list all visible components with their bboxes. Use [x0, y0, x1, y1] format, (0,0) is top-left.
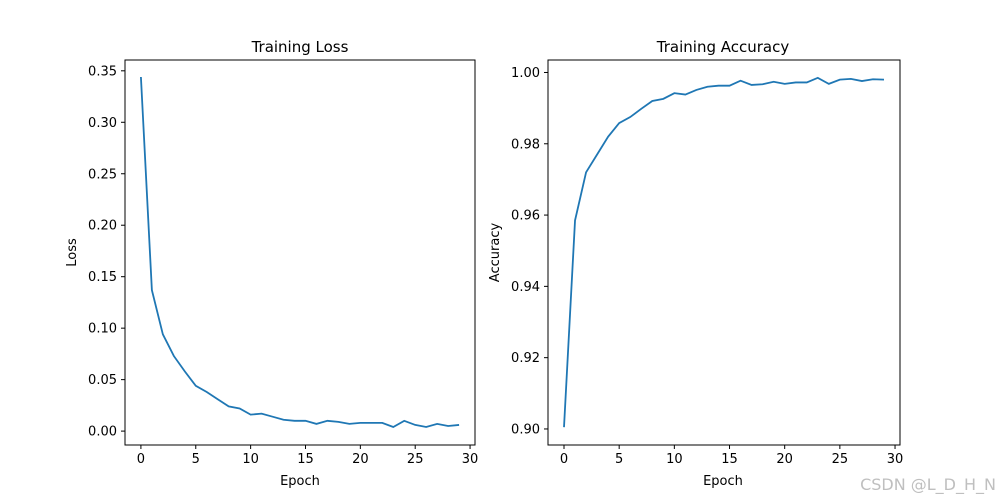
training-accuracy-x-tick-label: 30: [887, 452, 904, 467]
training-loss-title: Training Loss: [251, 38, 349, 56]
training-loss-plot-frame: [124, 59, 476, 446]
training-accuracy-x-tick-label: 5: [615, 452, 623, 467]
training-accuracy-x-tick-label: 20: [776, 452, 793, 467]
training-loss-y-tick-label: 0.20: [88, 219, 117, 234]
training-loss-y-axis-label: Loss: [65, 238, 80, 267]
training-loss-y-tick-label: 0.10: [88, 322, 117, 337]
training-loss-y-tick-label: 0.30: [88, 116, 117, 131]
training-accuracy-y-tick-label: 0.98: [511, 137, 540, 152]
training-loss-x-tick-label: 20: [352, 452, 369, 467]
training-loss-panel: Training Loss 0 5 10 15 20 25 30 0.000.050.100…: [65, 38, 478, 489]
training-loss-x-axis-label: Epoch: [280, 474, 320, 489]
training-loss-y-tick-label: 0.00: [88, 425, 117, 440]
training-loss-x-ticks: 0 5 10 15 20 25 30: [137, 445, 479, 467]
training-accuracy-x-tick-label: 15: [721, 452, 738, 467]
training-accuracy-x-tick-label: 10: [666, 452, 683, 467]
training-accuracy-y-tick-label: 0.96: [511, 209, 540, 224]
training-accuracy-title: Training Accuracy: [656, 38, 790, 56]
training-loss-y-tick-label: 0.35: [88, 64, 117, 79]
training-loss-line: [140, 76, 460, 428]
training-loss-y-tick-label: 0.25: [88, 167, 117, 182]
training-accuracy-x-ticks: 0 5 10 15 20 25 30: [560, 445, 903, 467]
training-loss-x-tick-label: 0: [137, 452, 145, 467]
training-accuracy-x-axis-label: Epoch: [703, 474, 743, 489]
csdn-watermark: CSDN @L_D_H_N: [860, 475, 996, 495]
training-loss-x-tick-label: 10: [242, 452, 259, 467]
training-loss-x-tick-label: 25: [407, 452, 424, 467]
training-accuracy-y-axis-label: Accuracy: [488, 223, 503, 283]
training-loss-y-tick-label: 0.05: [88, 373, 117, 388]
training-accuracy-y-ticks: 0.90 0.92 0.94 0.96 0.98 1.00: [511, 66, 548, 437]
training-accuracy-panel: Training Accuracy 0 5 10 15 20 25 30 0.900.920…: [488, 38, 903, 489]
training-accuracy-plot-frame: [547, 59, 901, 446]
training-accuracy-y-tick-label: 1.00: [511, 66, 540, 81]
training-loss-x-tick-label: 30: [462, 452, 479, 467]
training-loss-x-tick-label: 15: [297, 452, 314, 467]
training-accuracy-y-tick-label: 0.90: [511, 422, 540, 437]
training-loss-y-tick-label: 0.15: [88, 270, 117, 285]
training-accuracy-x-tick-label: 0: [560, 452, 568, 467]
training-loss-x-tick-label: 5: [192, 452, 200, 467]
training-accuracy-x-tick-label: 25: [832, 452, 849, 467]
training-loss-y-ticks: 0.00 0.05 0.10 0.15 0.20 0.25 0.30 0.35: [88, 64, 125, 440]
training-accuracy-line: [563, 76, 885, 428]
training-accuracy-y-tick-label: 0.92: [511, 351, 540, 366]
training-accuracy-y-tick-label: 0.94: [511, 280, 540, 295]
